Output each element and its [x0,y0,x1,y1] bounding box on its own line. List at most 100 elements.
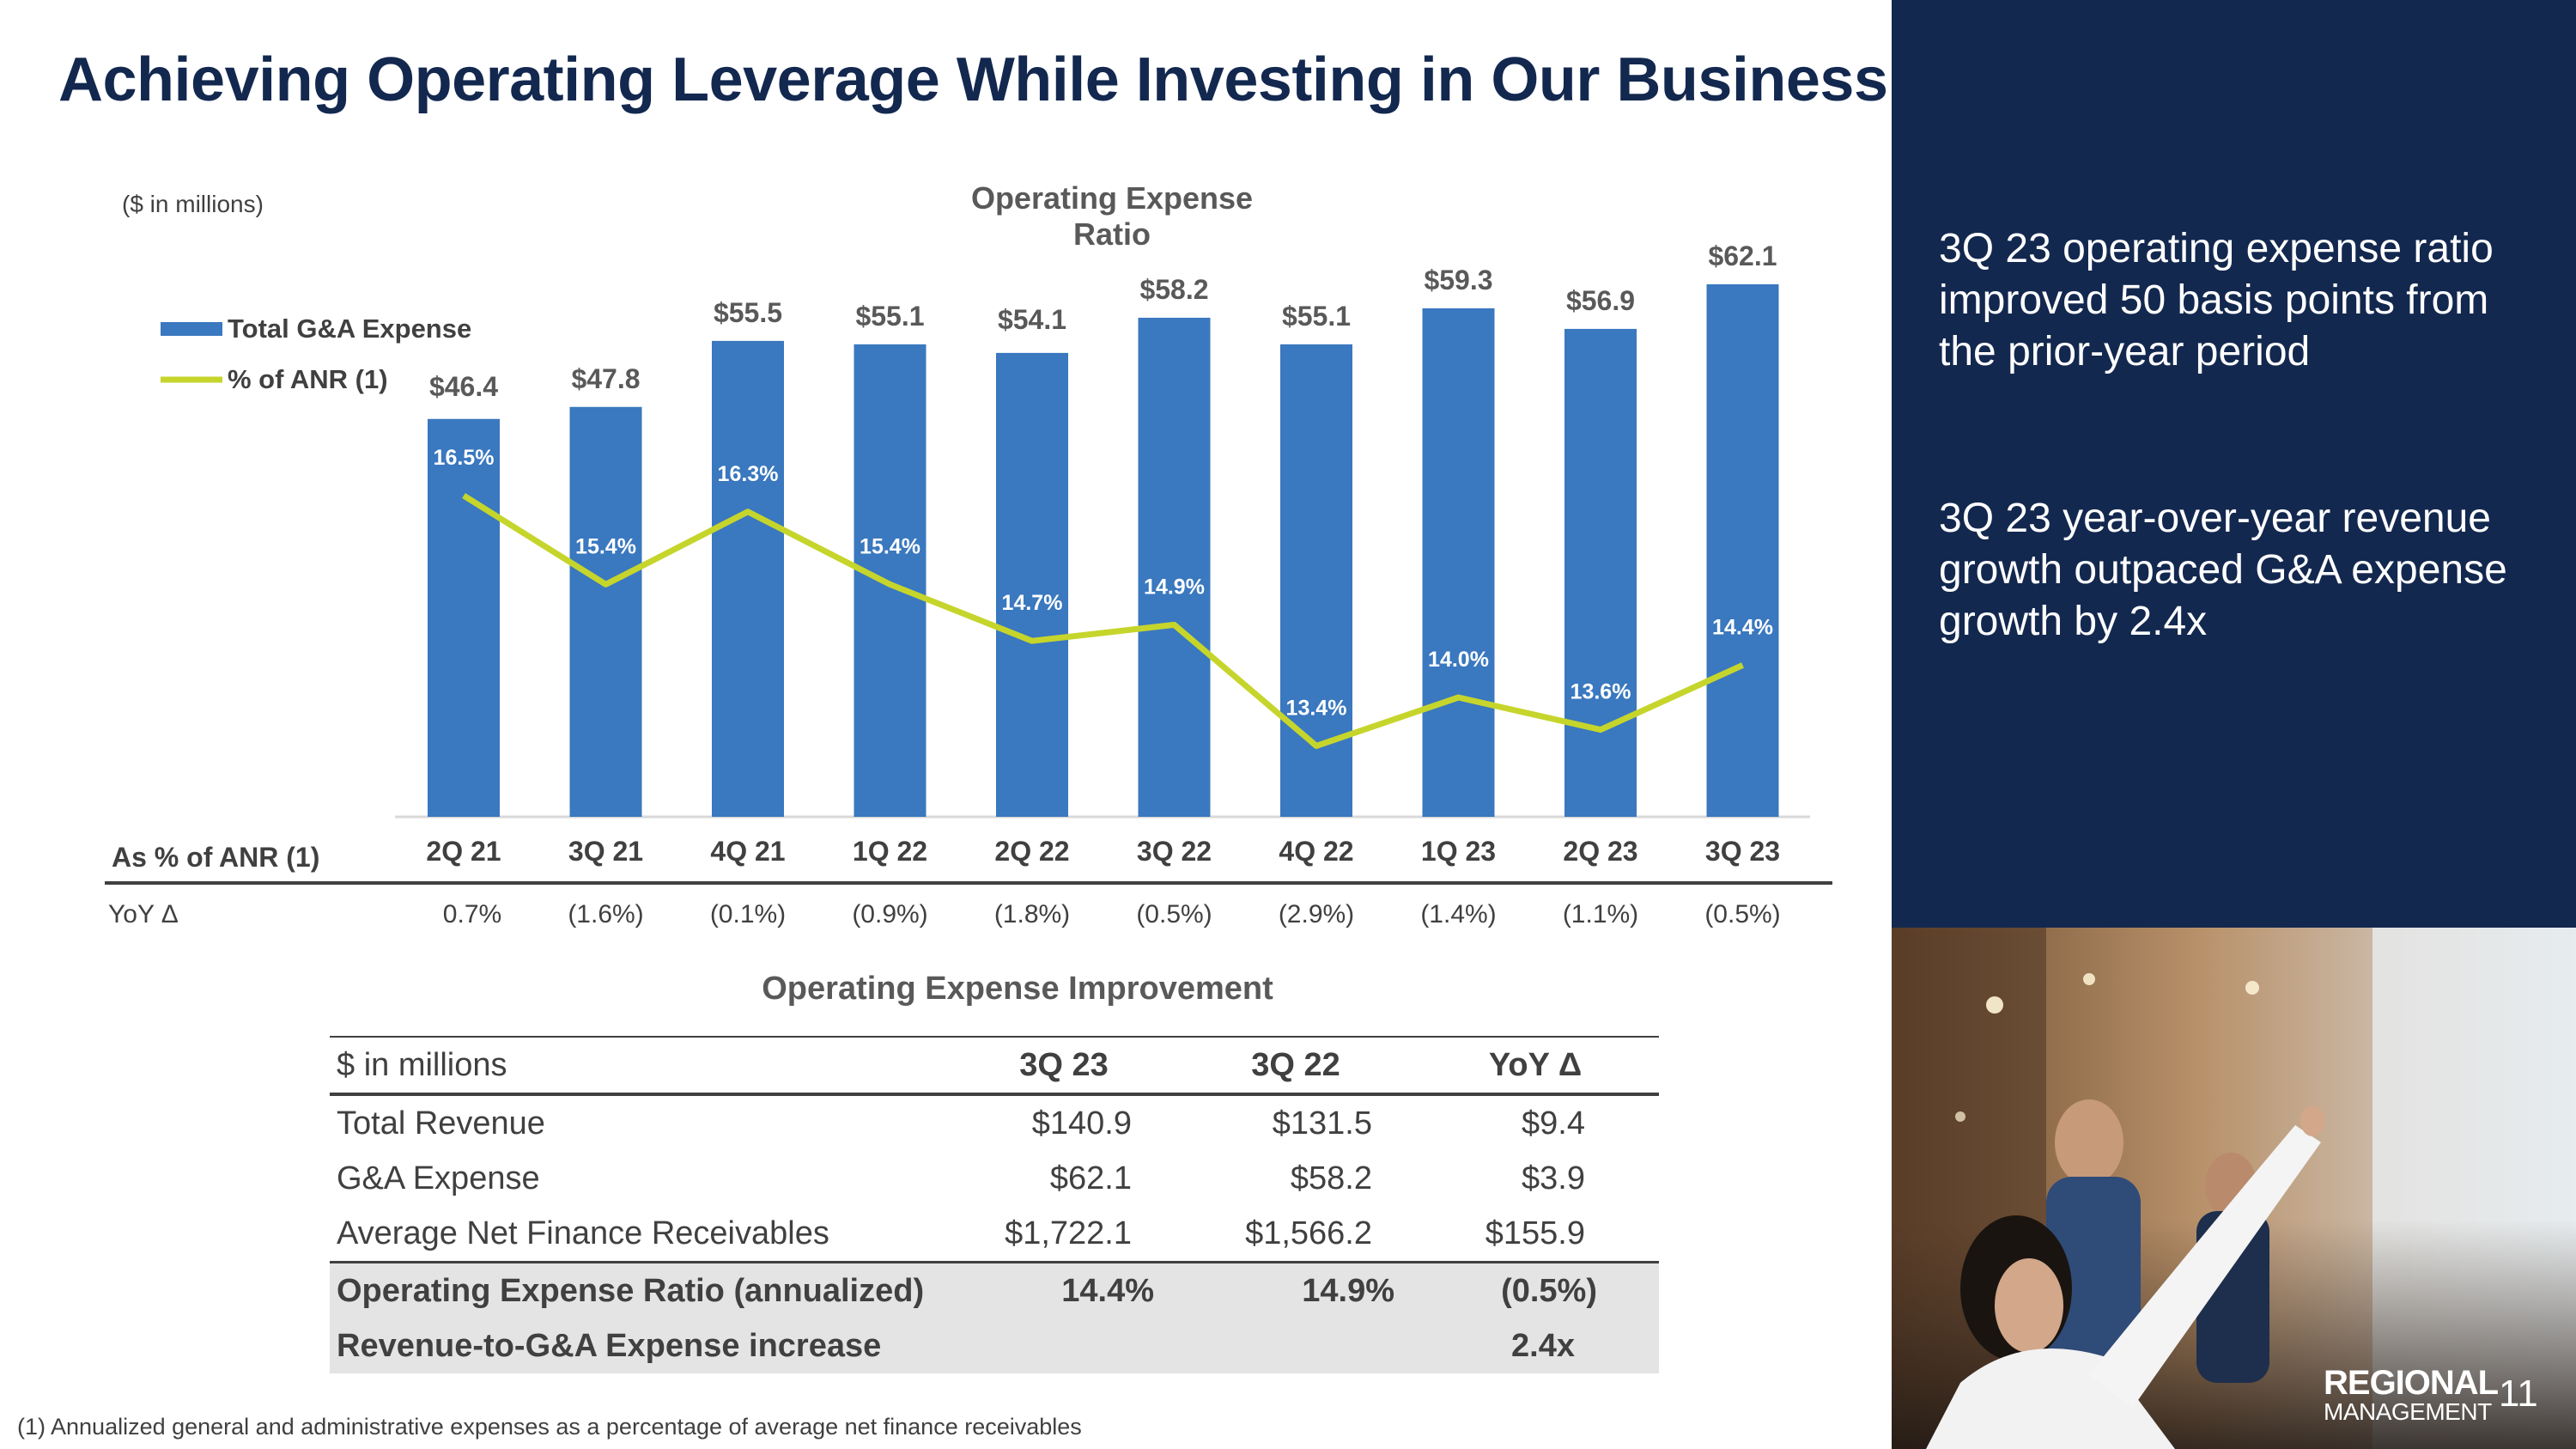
chart-divider [105,881,974,885]
bar [569,406,642,817]
bar [854,344,927,817]
table-row: Total Revenue $140.9 $131.5 $9.4 [330,1094,1659,1151]
bar [1564,328,1637,817]
table-header: YoY Δ [1488,1046,1583,1083]
table-title: Operating Expense Improvement [762,971,1273,1007]
logo-line-2: MANAGEMENT [2324,1398,2492,1425]
bar [428,418,500,817]
yoy-value: 0.7% [442,900,502,928]
table-header: 3Q 22 [1251,1046,1340,1083]
table-cell: $155.9 [1485,1215,1585,1251]
bar [1138,317,1211,817]
table-cell: Total Revenue [337,1105,545,1142]
ratio-label: 14.9% [1144,575,1205,599]
bar-value-label: $62.1 [1708,240,1777,271]
table-header-row: $ in millions 3Q 23 3Q 22 YoY Δ [330,1037,1659,1094]
footnote: (1) Annualized general and administrativ… [17,1414,1082,1440]
yoy-value: (0.5%) [1136,900,1212,928]
table-cell: $58.2 [1290,1160,1372,1196]
bar-value-label: $56.9 [1566,285,1635,316]
bar [712,340,784,818]
side-point-1: 3Q 23 operating expense ratio improved 5… [1939,226,2494,374]
category-label: 1Q 22 [853,836,927,867]
table-cell [948,1318,1180,1373]
category-label: 1Q 23 [1421,836,1496,867]
legend-bar-swatch [161,322,222,336]
ratio-label: 13.6% [1571,680,1631,704]
table-row: Average Net Finance Receivables $1,722.1… [330,1206,1659,1263]
page-number: 11 [2499,1373,2538,1415]
legend-line-label: % of ANR (1) [228,364,388,394]
legend-bar-label: Total G&A Expense [228,314,471,344]
category-label: 2Q 21 [426,836,501,867]
anr-row-label: As % of ANR (1) [112,842,320,873]
bar [996,352,1068,817]
bar-value-label: $47.8 [571,363,640,394]
regional-management-logo: REGIONAL MANAGEMENT [2324,1364,2499,1425]
logo-line-1: REGIONAL [2324,1364,2499,1402]
ratio-label: 15.4% [860,534,920,558]
table-cell: Average Net Finance Receivables [337,1215,829,1251]
table-highlight-row: Operating Expense Ratio (annualized) 14.… [330,1262,1659,1318]
table-cell: $1,722.1 [1005,1215,1132,1251]
table-header: $ in millions [337,1046,507,1083]
bar-value-label: $58.2 [1139,274,1208,305]
operating-expense-chart: Total G&A Expense % of ANR (1) $46.4 $47.… [161,240,1810,867]
category-label: 2Q 23 [1563,836,1637,867]
yoy-value: (0.5%) [1704,900,1781,928]
table-cell: $3.9 [1522,1160,1585,1196]
table-cell [1180,1318,1412,1373]
chart-divider-right [974,881,1832,885]
table-cell: 2.4x [1511,1327,1575,1364]
bar-value-label: $55.5 [714,297,782,328]
bar-value-label: $55.1 [1282,301,1351,332]
office-photo [1892,928,2576,1449]
category-label: 3Q 21 [568,836,643,867]
table-highlight-row: Revenue-to-G&A Expense increase 2.4x [330,1318,1659,1373]
yoy-value: (1.6%) [568,900,644,928]
table-cell: $140.9 [1031,1105,1132,1142]
operating-expense-table: $ in millions 3Q 23 3Q 22 YoY Δ Total Re… [330,1036,1659,1373]
category-label: 4Q 22 [1279,836,1353,867]
side-point-2: 3Q 23 year-over-year revenue growth outp… [1939,496,2507,644]
ratio-label: 14.7% [1002,591,1063,615]
table-cell: 14.9% [1302,1272,1394,1309]
chart-legend: Total G&A Expense % of ANR (1) [161,314,471,394]
yoy-row-label: YoY Δ [108,900,179,928]
bar-value-label: $54.1 [998,304,1066,335]
chart-title: Operating Expense Ratio [970,180,1254,252]
category-label: 4Q 21 [710,836,785,867]
category-label: 2Q 22 [994,836,1069,867]
yoy-value: (1.8%) [993,900,1071,928]
ratio-label: 16.5% [434,446,495,470]
table-row: G&A Expense $62.1 $58.2 $3.9 [330,1151,1659,1206]
side-panel [1892,0,2576,928]
bar-value-label: $55.1 [855,301,924,332]
yoy-value: (1.4%) [1420,900,1497,928]
table-cell: (0.5%) [1501,1272,1597,1309]
bar-value-label: $46.4 [429,371,498,402]
table-cell: 14.4% [1061,1272,1154,1309]
page-title: Achieving Operating Leverage While Inves… [58,46,1888,114]
units-note: ($ in millions) [122,191,264,217]
table-cell: $9.4 [1522,1105,1585,1142]
yoy-value: (1.1%) [1562,900,1639,928]
ratio-label: 14.4% [1712,615,1773,639]
category-label: 3Q 22 [1137,836,1212,867]
table-header: 3Q 23 [1019,1046,1109,1083]
ratio-line [462,493,1744,749]
table-cell: G&A Expense [337,1160,540,1196]
yoy-value: (0.1%) [709,900,787,928]
category-label: 3Q 23 [1705,836,1780,867]
bar [1422,307,1495,817]
yoy-value: (0.9%) [852,900,928,928]
ratio-label: 14.0% [1428,648,1489,672]
yoy-value: (2.9%) [1278,900,1355,928]
table-cell: $1,566.2 [1245,1215,1372,1251]
table-cell: $62.1 [1049,1160,1132,1196]
table-cell: $131.5 [1272,1105,1372,1142]
table-cell: Revenue-to-G&A Expense increase [337,1327,882,1364]
ratio-label: 13.4% [1286,696,1347,720]
ratio-label: 15.4% [575,534,636,558]
bar [1706,284,1779,817]
